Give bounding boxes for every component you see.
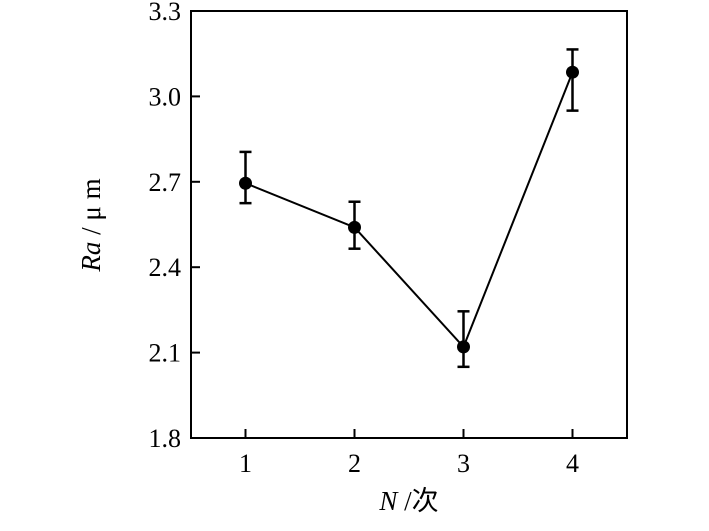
x-tick-label: 4 xyxy=(566,449,579,478)
series-line xyxy=(245,71,574,349)
x-tick-label: 1 xyxy=(239,449,252,478)
x-axis-label: N /次 xyxy=(378,486,438,516)
x-tick-label: 3 xyxy=(457,449,470,478)
y-axis-label: Ra / μ m xyxy=(76,178,106,272)
x-tick-label: 2 xyxy=(348,449,361,478)
data-point xyxy=(566,65,579,79)
data-point xyxy=(348,220,361,234)
y-tick-label: 2.4 xyxy=(149,253,182,282)
data-point xyxy=(239,176,252,190)
x-axis-ticks: 1 2 3 4 xyxy=(239,429,579,478)
y-tick-label: 3.3 xyxy=(149,0,182,26)
series-layer xyxy=(239,48,579,369)
y-tick-label: 1.8 xyxy=(149,424,182,453)
y-axis-ticks: 1.8 2.1 2.4 2.7 3.0 3.3 xyxy=(149,0,200,453)
y-tick-label: 2.1 xyxy=(149,339,182,368)
plot-frame xyxy=(190,10,628,439)
y-tick-label: 3.0 xyxy=(149,82,182,111)
data-point xyxy=(457,340,470,354)
y-tick-label: 2.7 xyxy=(149,168,182,197)
